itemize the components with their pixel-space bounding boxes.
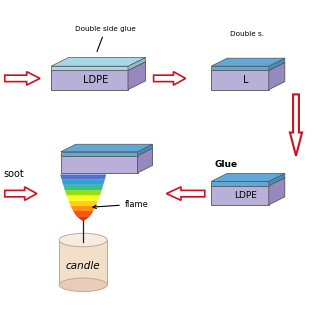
Polygon shape: [63, 185, 103, 190]
Text: Double s.: Double s.: [230, 31, 264, 37]
Ellipse shape: [59, 278, 107, 292]
Polygon shape: [67, 195, 100, 201]
Polygon shape: [211, 62, 285, 70]
Polygon shape: [61, 156, 138, 173]
Ellipse shape: [59, 233, 107, 247]
Polygon shape: [128, 62, 146, 90]
Polygon shape: [73, 211, 93, 216]
Polygon shape: [61, 144, 153, 152]
Polygon shape: [62, 180, 105, 185]
Polygon shape: [61, 152, 138, 156]
Polygon shape: [61, 148, 153, 156]
Text: Double side glue: Double side glue: [75, 26, 136, 52]
Polygon shape: [269, 173, 285, 186]
Polygon shape: [211, 173, 285, 181]
Polygon shape: [211, 181, 269, 186]
Text: soot: soot: [4, 169, 25, 180]
Text: LDPE: LDPE: [234, 191, 257, 200]
Polygon shape: [51, 57, 146, 66]
Text: flame: flame: [93, 200, 149, 209]
Polygon shape: [138, 144, 153, 156]
Polygon shape: [211, 70, 269, 90]
Polygon shape: [211, 58, 285, 66]
Polygon shape: [211, 186, 269, 205]
Polygon shape: [211, 66, 269, 70]
Text: candle: candle: [66, 261, 100, 271]
Polygon shape: [76, 216, 90, 221]
Polygon shape: [128, 57, 146, 70]
Polygon shape: [51, 62, 146, 70]
Polygon shape: [269, 178, 285, 205]
Polygon shape: [51, 66, 128, 70]
Polygon shape: [59, 240, 107, 285]
Polygon shape: [65, 190, 102, 195]
Polygon shape: [138, 148, 153, 173]
Polygon shape: [71, 206, 96, 211]
Polygon shape: [269, 62, 285, 90]
Polygon shape: [68, 201, 98, 206]
Polygon shape: [51, 70, 128, 90]
Polygon shape: [60, 174, 106, 180]
Polygon shape: [269, 58, 285, 70]
Text: Glue: Glue: [214, 160, 237, 169]
Polygon shape: [211, 178, 285, 186]
Text: L: L: [243, 75, 248, 85]
Text: LDPE: LDPE: [83, 75, 108, 85]
